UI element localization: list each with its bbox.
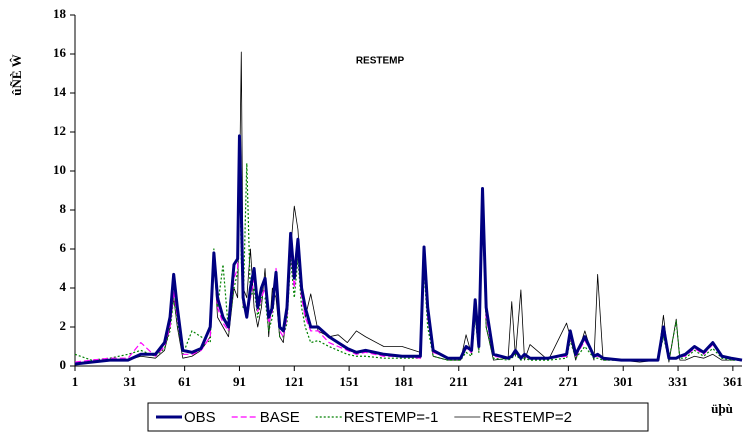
y-axis-label: ûÑÈ Ŵ bbox=[9, 54, 24, 96]
x-tick-label: 121 bbox=[285, 374, 305, 389]
series-line bbox=[74, 150, 742, 361]
x-tick-label: 301 bbox=[613, 374, 633, 389]
y-tick-label: 0 bbox=[60, 357, 67, 372]
legend-label: RESTEMP=2 bbox=[482, 409, 572, 426]
legend-box bbox=[147, 402, 649, 432]
x-tick-label: 31 bbox=[123, 374, 136, 389]
legend-label: BASE bbox=[260, 409, 300, 426]
x-tick-label: 211 bbox=[449, 374, 468, 389]
legend-label: OBS bbox=[184, 409, 216, 426]
y-tick-label: 6 bbox=[60, 240, 67, 255]
y-tick-label: 12 bbox=[53, 123, 66, 138]
y-tick-label: 14 bbox=[53, 84, 67, 99]
x-axis-label: üþù bbox=[711, 401, 733, 416]
x-tick-label: 241 bbox=[504, 374, 524, 389]
series-line bbox=[74, 141, 743, 363]
x-tick-label: 151 bbox=[339, 374, 359, 389]
x-tick-label: 181 bbox=[394, 374, 414, 389]
y-tick-label: 2 bbox=[60, 318, 67, 333]
y-tick-label: 4 bbox=[60, 279, 67, 294]
x-tick-label: 331 bbox=[668, 374, 688, 389]
x-tick-label: 61 bbox=[178, 374, 191, 389]
y-tick-label: 18 bbox=[53, 6, 67, 21]
y-tick-label: 10 bbox=[53, 162, 66, 177]
series-line bbox=[74, 134, 743, 366]
chart-title: RESTEMP bbox=[356, 56, 405, 67]
x-tick-label: 91 bbox=[233, 374, 246, 389]
series-line bbox=[74, 51, 742, 365]
x-tick-label: 1 bbox=[72, 374, 79, 389]
y-tick-label: 16 bbox=[53, 45, 67, 60]
x-tick-label: 271 bbox=[559, 374, 579, 389]
y-tick-label: 8 bbox=[60, 201, 67, 216]
x-tick-label: 361 bbox=[723, 374, 743, 389]
legend-label: RESTEMP=-1 bbox=[344, 409, 439, 426]
